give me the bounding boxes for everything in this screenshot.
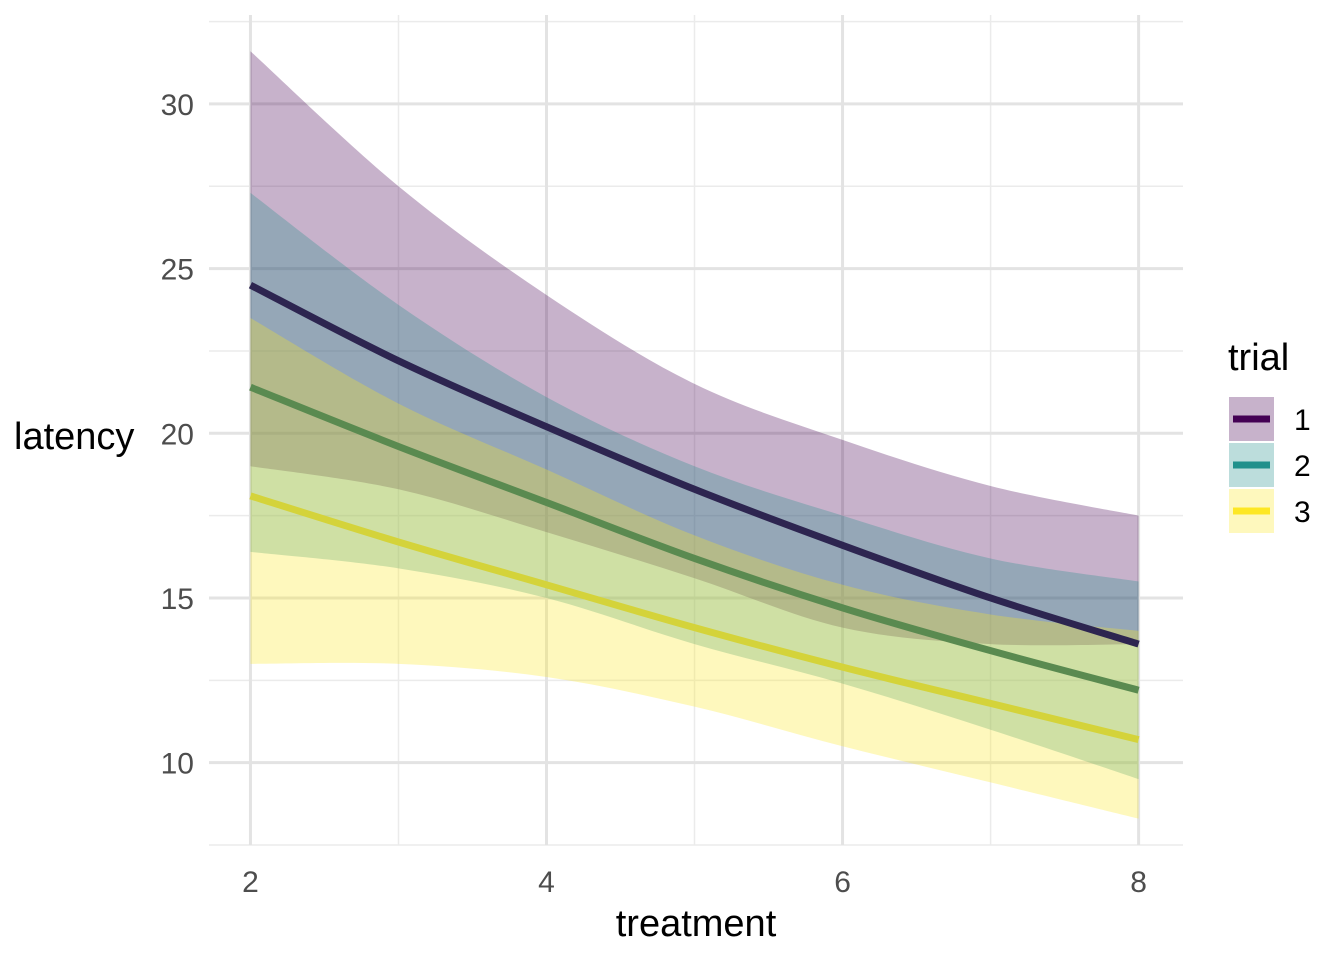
x-tick-labels: 2 4 6 8 [242, 866, 1147, 899]
x-tick-label: 6 [834, 866, 851, 899]
y-tick-labels: 10 15 20 25 30 [161, 89, 194, 781]
y-tick-label: 20 [161, 418, 194, 451]
legend-title: trial [1228, 337, 1289, 379]
line-trial-2 [249, 383, 1140, 694]
y-tick-label: 30 [161, 89, 194, 122]
y-tick-label: 15 [161, 583, 194, 616]
legend-label: 3 [1294, 496, 1311, 529]
legend: trial 1 2 3 [1228, 337, 1311, 533]
x-tick-label: 2 [242, 866, 259, 899]
y-tick-label: 25 [161, 254, 194, 287]
series-lines [248, 281, 1140, 744]
y-axis-title: latency [14, 416, 134, 458]
x-tick-label: 8 [1130, 866, 1147, 899]
x-axis-title: treatment [616, 903, 777, 945]
x-tick-label: 4 [538, 866, 555, 899]
line-trial-3 [249, 492, 1140, 744]
ribbon-trial-1 [250, 51, 1139, 646]
legend-item-2: 2 [1229, 443, 1311, 487]
legend-label: 2 [1294, 450, 1311, 483]
legend-item-3: 3 [1229, 489, 1311, 533]
y-tick-label: 10 [161, 748, 194, 781]
legend-label: 1 [1294, 404, 1311, 437]
grid-minor [209, 15, 1183, 846]
line-trial-1 [248, 281, 1140, 648]
legend-item-1: 1 [1229, 397, 1311, 441]
ribbon-trial-3 [250, 318, 1139, 819]
